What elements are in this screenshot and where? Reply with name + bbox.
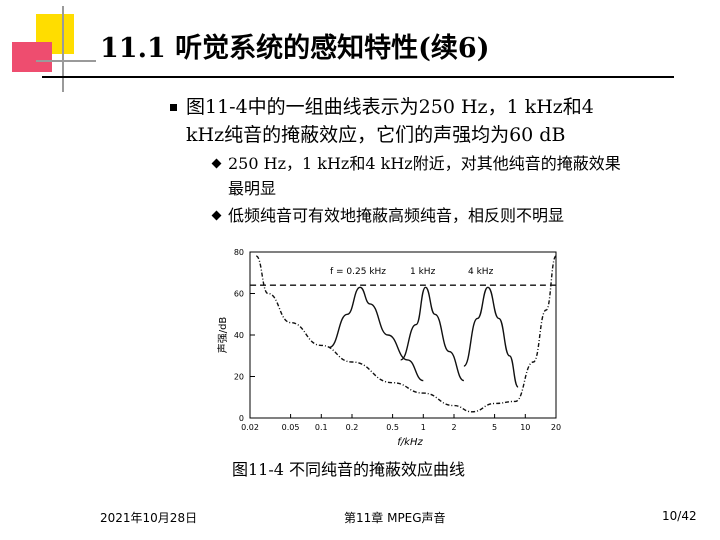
x-tick-label: 0.1 (315, 423, 328, 432)
series-line-1 (255, 255, 557, 413)
x-tick-label: 5 (492, 423, 497, 432)
footer-date: 2021年10月28日 (100, 511, 198, 525)
sub-bullet-2-line1: 低频纯音可有效地掩蔽高频纯音，相反则不明显 (228, 206, 565, 225)
deco-pink-block (12, 42, 52, 72)
series-line-2 (329, 286, 424, 382)
title-rule (42, 76, 674, 78)
sub-bullet-1-line1: 250 Hz，1 kHz和4 kHz附近，对其他纯音的掩蔽效果 (228, 154, 621, 173)
plot-frame (249, 251, 557, 419)
x-tick-label: 20 (551, 423, 561, 432)
footer-chapter: 第11章 MPEG声音 (344, 511, 446, 525)
x-tick-label: 10 (520, 423, 530, 432)
bullet1-line1: 图11-4中的一组曲线表示为250 Hz，1 kHz和4 (186, 96, 594, 118)
x-tick-label: 0.05 (282, 423, 300, 432)
curve-label: 4 kHz (468, 267, 494, 277)
deco-horizontal-line (36, 60, 96, 62)
x-tick-label: 0.2 (346, 423, 359, 432)
sub-bullet-1-line2: 最明显 (228, 179, 277, 198)
series-line-4 (463, 286, 519, 388)
slide-title: 11.1 听觉系统的感知特性(续6) (100, 33, 490, 64)
figure-caption: 图11-4 不同纯音的掩蔽效应曲线 (232, 460, 466, 479)
x-tick-label: 1 (421, 423, 426, 432)
y-tick-label: 0 (239, 414, 244, 423)
y-tick-label: 40 (234, 331, 244, 340)
footer-page-number: 10/42 (662, 509, 697, 523)
x-tick-label: 2 (451, 423, 456, 432)
bullet-square-icon (170, 104, 177, 111)
y-tick-label: 60 (234, 290, 244, 299)
x-tick-label: 0.5 (386, 423, 399, 432)
x-axis-label: f/kHz (397, 437, 423, 448)
deco-vertical-line (62, 6, 64, 92)
curve-label: f = 0.25 kHz (330, 267, 386, 277)
y-tick-label: 20 (234, 373, 244, 382)
y-axis-label: 声强/dB (216, 317, 229, 354)
y-tick-label: 80 (234, 248, 244, 257)
bullet1-line2: kHz纯音的掩蔽效应，它们的声强均为60 dB (186, 124, 566, 146)
curve-label: 1 kHz (410, 267, 436, 277)
x-tick-label: 0.02 (241, 423, 259, 432)
series-line-3 (400, 286, 465, 382)
